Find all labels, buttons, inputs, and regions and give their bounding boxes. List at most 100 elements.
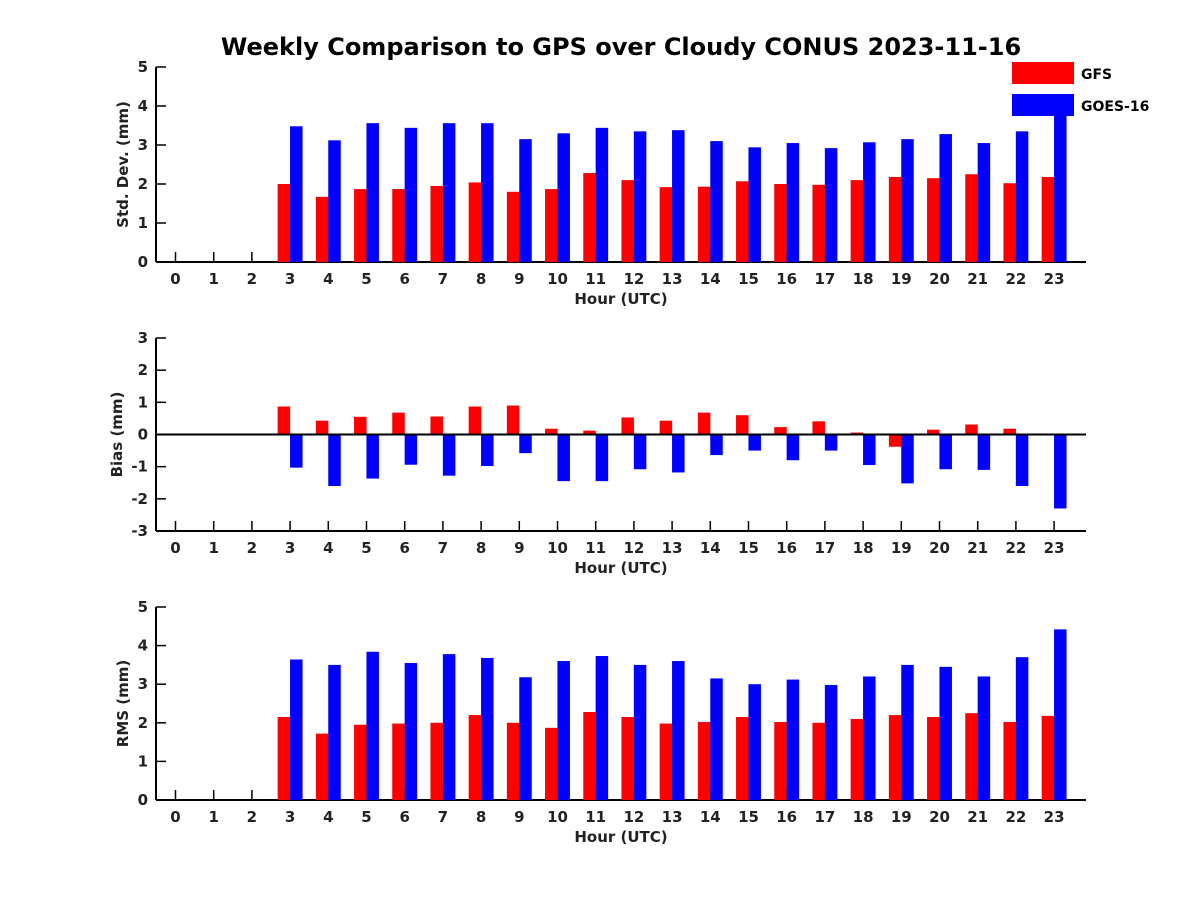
- bar-gfs-19: [888, 434, 902, 447]
- bar-gfs-23: [1041, 715, 1055, 800]
- y-tick-label: -2: [131, 490, 148, 508]
- bar-gfs-17: [812, 722, 825, 800]
- bar-gfs-5: [354, 416, 367, 435]
- bar-gfs-23: [1041, 176, 1055, 262]
- bar-gfs-16: [774, 427, 787, 435]
- x-tick-label: 18: [853, 270, 874, 288]
- bar-gfs-8: [468, 715, 482, 800]
- bar-gfs-14: [697, 412, 711, 435]
- bar-goes16-16: [786, 434, 800, 461]
- bar-goes16-11: [595, 656, 609, 800]
- x-axis-label: Hour (UTC): [574, 290, 667, 308]
- x-tick-label: 10: [547, 270, 568, 288]
- bar-gfs-20: [927, 178, 940, 262]
- x-tick-label: 4: [323, 808, 333, 826]
- legend-label-goes16: GOES-16: [1081, 99, 1149, 115]
- x-tick-label: 3: [285, 270, 295, 288]
- y-tick-label: 2: [138, 361, 148, 379]
- x-axis-label: Hour (UTC): [574, 828, 667, 846]
- x-tick-label: 0: [170, 808, 180, 826]
- bar-gfs-10: [545, 189, 558, 262]
- x-tick-label: 12: [623, 808, 644, 826]
- x-tick-label: 8: [476, 539, 486, 557]
- y-tick-label: 1: [138, 752, 148, 770]
- bar-goes16-21: [977, 434, 991, 470]
- x-tick-label: 17: [814, 270, 835, 288]
- x-tick-label: 8: [476, 270, 486, 288]
- bar-gfs-4: [315, 420, 329, 435]
- y-tick-label: 1: [138, 393, 148, 411]
- x-tick-label: 15: [738, 539, 759, 557]
- bar-goes16-19: [901, 139, 914, 262]
- bar-gfs-7: [430, 185, 443, 262]
- x-tick-label: 12: [623, 539, 644, 557]
- bar-goes16-21: [977, 143, 991, 262]
- y-tick-label: 3: [138, 136, 148, 154]
- x-tick-label: 13: [662, 270, 683, 288]
- x-tick-label: 1: [208, 270, 218, 288]
- bar-goes16-13: [672, 130, 685, 262]
- bar-goes16-15: [748, 434, 761, 451]
- bar-gfs-7: [430, 416, 443, 435]
- x-tick-label: 5: [361, 270, 371, 288]
- x-tick-label: 6: [399, 270, 409, 288]
- x-tick-label: 16: [776, 270, 797, 288]
- bar-gfs-22: [1003, 722, 1016, 800]
- bar-goes16-4: [328, 664, 341, 800]
- bar-goes16-22: [1015, 657, 1029, 800]
- bar-gfs-16: [774, 722, 787, 800]
- bar-gfs-17: [812, 421, 825, 435]
- x-tick-label: 14: [700, 808, 721, 826]
- x-tick-label: 18: [853, 808, 874, 826]
- chart-title: Weekly Comparison to GPS over Cloudy CON…: [221, 33, 1021, 61]
- x-tick-label: 6: [399, 808, 409, 826]
- bar-gfs-14: [697, 722, 711, 800]
- x-tick-label: 9: [514, 808, 524, 826]
- y-tick-label: 1: [138, 214, 148, 232]
- bar-gfs-10: [545, 727, 558, 800]
- y-tick-label: 0: [138, 253, 148, 271]
- bar-gfs-6: [392, 412, 405, 435]
- x-tick-label: 15: [738, 808, 759, 826]
- y-tick-label: 3: [138, 329, 148, 347]
- bar-goes16-11: [595, 127, 609, 262]
- bar-gfs-22: [1003, 428, 1016, 435]
- bar-gfs-21: [965, 713, 978, 800]
- x-tick-label: 11: [585, 270, 606, 288]
- x-tick-label: 16: [776, 539, 797, 557]
- bar-goes16-8: [481, 657, 494, 800]
- bar-goes16-7: [442, 434, 456, 476]
- bar-gfs-7: [430, 722, 443, 800]
- x-tick-label: 18: [853, 539, 874, 557]
- x-tick-label: 22: [1005, 270, 1026, 288]
- bar-gfs-18: [850, 718, 864, 800]
- bar-gfs-21: [965, 424, 978, 435]
- bar-goes16-13: [672, 434, 685, 473]
- x-tick-label: 4: [323, 539, 333, 557]
- x-tick-label: 2: [247, 808, 257, 826]
- bar-gfs-10: [545, 428, 558, 435]
- bar-goes16-18: [863, 142, 876, 262]
- bar-goes16-15: [748, 147, 761, 262]
- bar-gfs-19: [888, 715, 902, 800]
- bar-goes16-13: [672, 661, 685, 800]
- x-tick-label: 5: [361, 539, 371, 557]
- x-tick-label: 15: [738, 270, 759, 288]
- bar-gfs-9: [506, 722, 520, 800]
- x-tick-label: 13: [662, 539, 683, 557]
- bar-goes16-21: [977, 676, 991, 800]
- bar-goes16-23: [1054, 102, 1067, 262]
- x-tick-label: 23: [1044, 539, 1065, 557]
- x-tick-label: 10: [547, 808, 568, 826]
- bar-goes16-9: [519, 139, 532, 262]
- bar-goes16-4: [328, 140, 341, 262]
- bar-gfs-9: [506, 405, 520, 435]
- y-tick-label: 5: [138, 58, 148, 76]
- x-tick-label: 0: [170, 270, 180, 288]
- bar-goes16-4: [328, 434, 341, 486]
- bar-goes16-14: [710, 678, 723, 800]
- x-tick-label: 11: [585, 539, 606, 557]
- x-tick-label: 11: [585, 808, 606, 826]
